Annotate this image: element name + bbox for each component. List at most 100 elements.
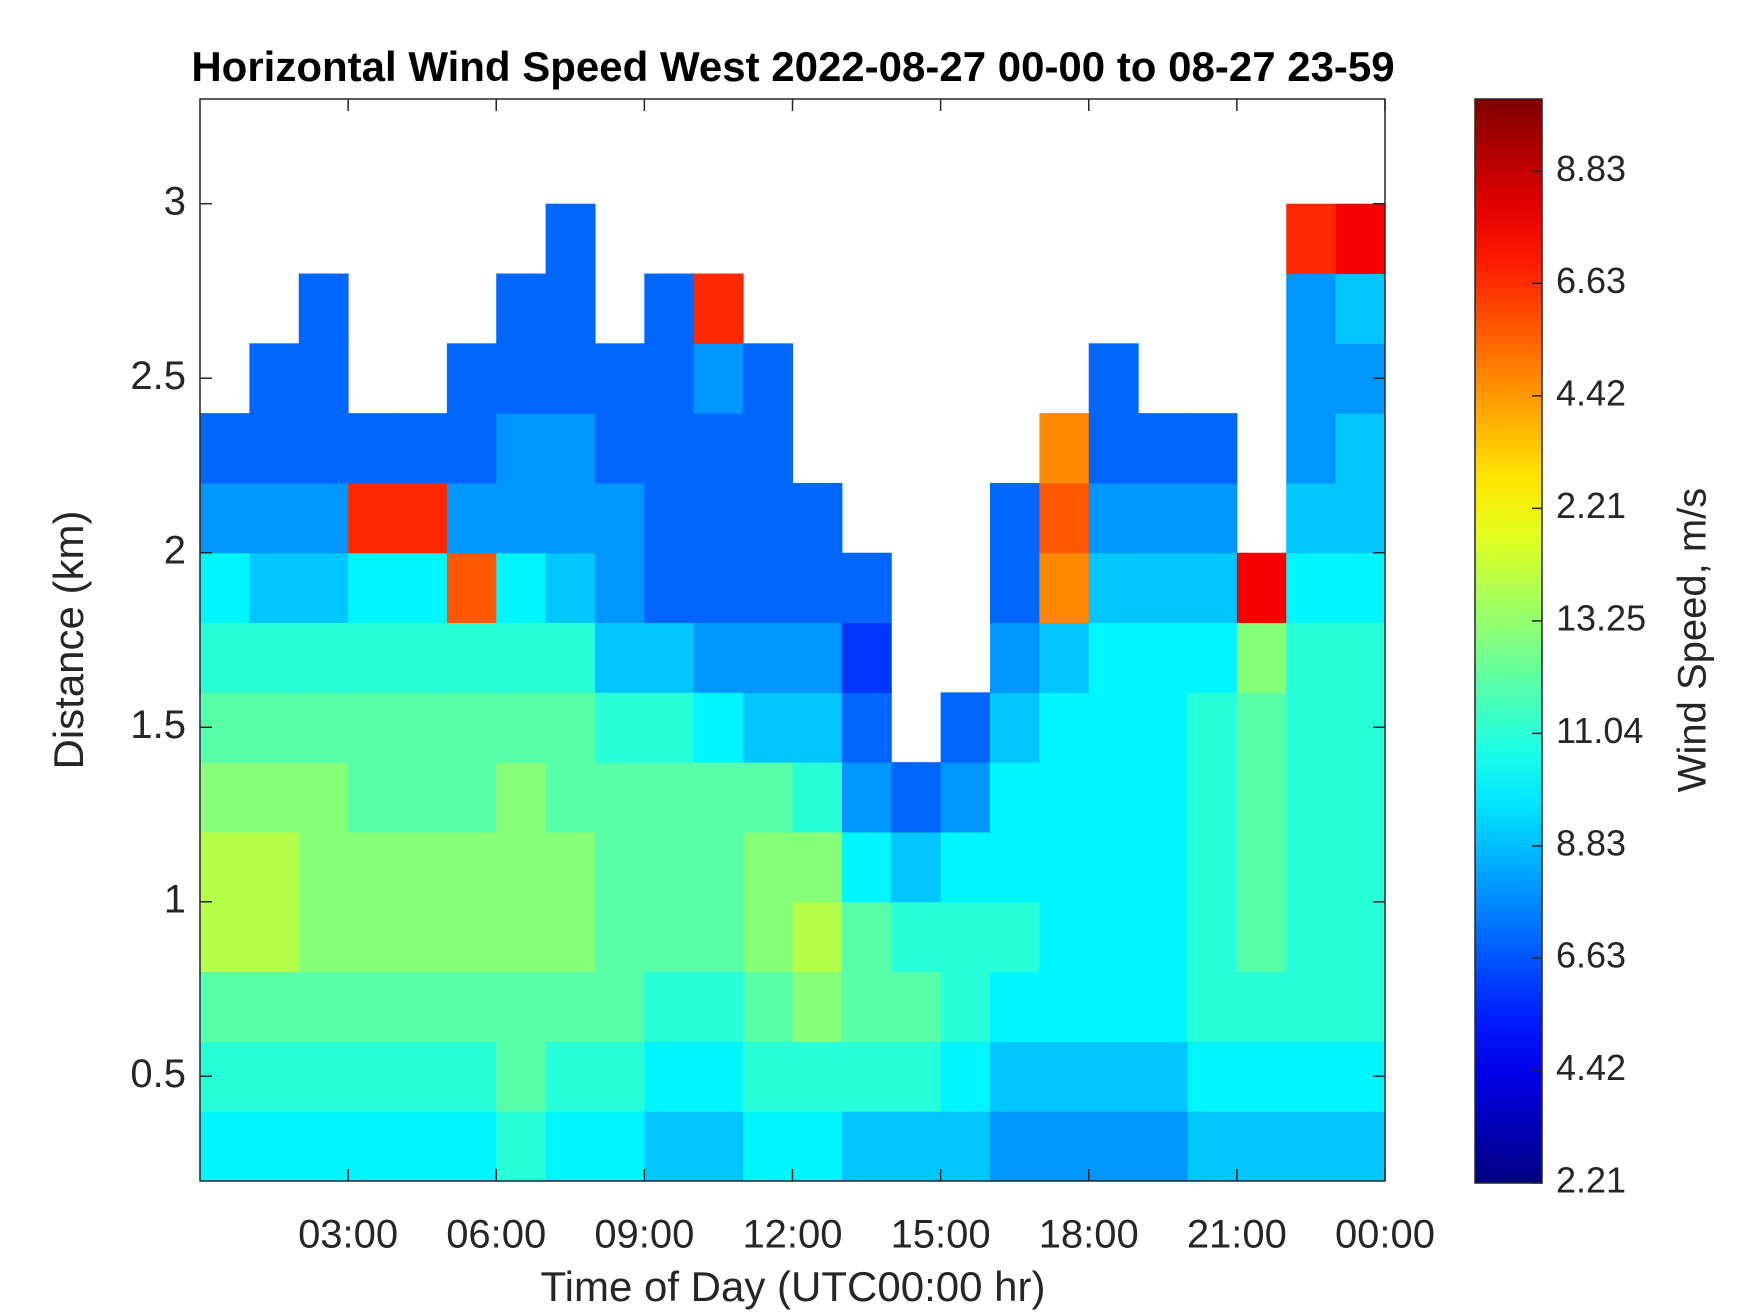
heat-cell	[298, 482, 349, 554]
chart-title: Horizontal Wind Speed West 2022-08-27 00…	[191, 43, 1394, 90]
heat-cell	[200, 831, 250, 903]
heat-cell	[1138, 692, 1188, 763]
heat-cell	[200, 482, 250, 554]
heat-cell	[841, 692, 892, 763]
heat-cell	[1088, 552, 1139, 624]
heat-cell	[1286, 901, 1337, 973]
heat-cell	[348, 482, 398, 554]
heat-cell	[595, 343, 645, 414]
heat-cell	[249, 692, 300, 763]
heat-cell	[1138, 1041, 1188, 1112]
x-tick-label: 09:00	[594, 1213, 694, 1257]
heat-cell	[1335, 762, 1386, 833]
heat-cell	[940, 971, 991, 1042]
heat-cell	[940, 1111, 991, 1182]
heat-cell	[298, 831, 349, 903]
heat-cell	[1039, 762, 1090, 833]
heat-cell	[990, 971, 1040, 1042]
heat-cell	[940, 1041, 991, 1112]
heat-cell	[1088, 482, 1139, 554]
heat-cell	[990, 901, 1040, 973]
heat-cell	[1187, 1041, 1238, 1112]
heat-cell	[693, 831, 744, 903]
y-axis-label: Distance (km)	[45, 510, 92, 769]
heat-cell	[545, 1111, 596, 1182]
heat-cell	[693, 692, 744, 763]
heat-cell	[644, 343, 695, 414]
heat-cell	[496, 901, 547, 973]
heat-cell	[940, 831, 991, 903]
heat-cell	[990, 622, 1040, 693]
colorbar-tick-label: 6.63	[1556, 260, 1626, 301]
y-tick-label: 0.5	[130, 1052, 186, 1096]
heat-cell	[1236, 762, 1287, 833]
heat-cell	[249, 901, 300, 973]
heat-cell	[1088, 831, 1139, 903]
heat-cell	[1039, 413, 1090, 484]
heat-cell	[1187, 1111, 1238, 1182]
heat-cell	[545, 622, 596, 693]
heat-cell	[496, 552, 547, 624]
heat-cell	[397, 482, 448, 554]
heat-cell	[792, 971, 843, 1042]
heat-cell	[397, 413, 448, 484]
heat-cell	[1286, 622, 1337, 693]
heat-cell	[348, 1111, 398, 1182]
heat-cell	[595, 692, 645, 763]
heat-cell	[990, 831, 1040, 903]
heat-cell	[891, 762, 942, 833]
heat-cell	[200, 552, 250, 624]
heat-cell	[1187, 692, 1238, 763]
heat-cell	[298, 762, 349, 833]
heat-cell	[1286, 692, 1337, 763]
heat-cell	[841, 1041, 892, 1112]
heat-cell	[595, 482, 645, 554]
heat-cell	[397, 692, 448, 763]
colorbar-tick-label: 2.21	[1556, 1160, 1626, 1201]
heat-cell	[1138, 762, 1188, 833]
heat-cell	[1286, 273, 1337, 344]
heat-cell	[545, 971, 596, 1042]
y-tick-label: 3	[164, 179, 186, 223]
heat-cell	[1335, 552, 1386, 624]
heat-cell	[1187, 413, 1238, 484]
heat-cell	[693, 343, 744, 414]
heat-cell	[1286, 413, 1337, 484]
heat-cell	[1138, 552, 1188, 624]
heat-cell	[1088, 343, 1139, 414]
heat-cell	[1236, 1041, 1287, 1112]
heat-cell	[1335, 413, 1386, 484]
heat-cell	[1039, 1111, 1090, 1182]
heat-cell	[1138, 901, 1188, 973]
heat-cell	[249, 762, 300, 833]
heat-cell	[446, 762, 497, 833]
heat-cell	[644, 482, 695, 554]
heat-cell	[743, 971, 793, 1042]
heat-cell	[496, 622, 547, 693]
heat-cell	[1088, 1041, 1139, 1112]
heat-cell	[1088, 901, 1139, 973]
heat-cell	[446, 622, 497, 693]
heat-cell	[545, 413, 596, 484]
heat-cell	[348, 831, 398, 903]
heat-cell	[595, 971, 645, 1042]
heat-cell	[298, 413, 349, 484]
heat-cell	[298, 343, 349, 414]
heat-cell	[595, 413, 645, 484]
heat-cell	[348, 413, 398, 484]
heat-cell	[249, 831, 300, 903]
heat-cell	[595, 831, 645, 903]
heat-cell	[298, 901, 349, 973]
colorbar	[1474, 98, 1543, 1184]
heat-cell	[940, 901, 991, 973]
heat-cell	[792, 482, 843, 554]
heat-cell	[644, 1111, 695, 1182]
heat-cell	[200, 1111, 250, 1182]
heat-cell	[644, 762, 695, 833]
heat-cell	[397, 622, 448, 693]
heat-cell	[496, 1111, 547, 1182]
heat-cell	[200, 901, 250, 973]
heat-cell	[249, 1041, 300, 1112]
heat-cell	[1335, 971, 1386, 1042]
heat-cell	[1335, 203, 1386, 275]
